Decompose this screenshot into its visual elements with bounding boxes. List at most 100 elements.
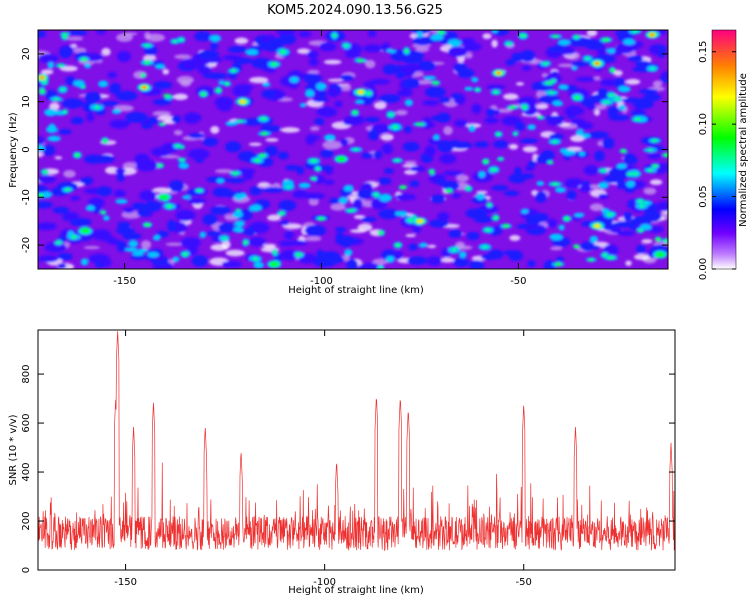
- colorbar-tick-label: 0.15: [698, 41, 709, 63]
- heatmap-blob: [232, 85, 251, 97]
- heatmap-blob: [183, 112, 201, 124]
- heatmap-blob: [330, 34, 339, 37]
- heatmap-blob: [558, 84, 569, 90]
- heatmap-blob: [316, 249, 325, 260]
- heatmap-gap: [38, 151, 44, 158]
- snr-ytick-label: 400: [21, 462, 32, 481]
- heatmap-gap: [404, 160, 417, 165]
- heatmap-gap: [210, 125, 220, 134]
- heatmap-blob: [38, 89, 46, 94]
- heatmap-blob: [663, 152, 668, 158]
- heatmap-blob: [144, 200, 162, 212]
- heatmap-blob: [602, 37, 610, 43]
- heatmap-blob: [632, 30, 638, 34]
- heatmap-blob: [339, 74, 354, 81]
- heatmap-blob: [318, 216, 325, 221]
- heatmap-blob: [373, 150, 383, 160]
- heatmap-blob: [237, 150, 256, 162]
- heatmap-blob: [80, 258, 89, 266]
- heatmap-blob: [395, 193, 417, 201]
- heatmap-gap: [643, 187, 657, 195]
- heatmap-blob: [618, 104, 626, 111]
- heatmap-blob: [95, 154, 115, 164]
- heatmap-blob: [636, 229, 645, 232]
- heatmap-blob: [116, 226, 135, 235]
- heatmap-blob: [311, 176, 316, 181]
- heatmap-blob: [623, 211, 633, 222]
- heatmap-blob: [550, 70, 559, 77]
- heatmap-blob: [182, 252, 188, 257]
- heatmap-blob: [74, 152, 81, 158]
- heatmap-gap: [372, 258, 389, 265]
- heatmap-blob: [422, 116, 432, 128]
- heatmap-blob: [426, 255, 442, 266]
- heatmap-blob: [197, 65, 212, 74]
- heatmap-blob: [555, 187, 566, 193]
- heatmap-blob: [98, 80, 109, 88]
- heatmap-blob: [626, 172, 634, 176]
- heatmap-hotspot: [159, 194, 169, 201]
- heatmap-blob: [57, 252, 73, 261]
- heatmap-gap: [263, 243, 277, 249]
- heatmap-blob: [497, 157, 504, 161]
- heatmap-blob: [278, 240, 297, 247]
- heatmap-blob: [292, 190, 309, 199]
- heatmap-gap: [152, 110, 172, 117]
- heatmap-blob: [197, 50, 220, 60]
- heatmap-blob: [276, 30, 297, 36]
- heatmap-blob: [608, 68, 617, 73]
- heatmap-blob: [151, 147, 172, 157]
- heatmap-hotspot: [40, 76, 44, 80]
- heatmap-blob: [234, 220, 245, 227]
- heatmap-blob: [363, 44, 383, 53]
- heatmap-blob: [503, 223, 510, 229]
- heatmap-blob: [282, 179, 294, 187]
- heatmap-blob: [82, 176, 93, 186]
- heatmap-blob: [559, 148, 569, 154]
- heatmap-blob: [459, 251, 467, 259]
- heatmap-blob: [447, 39, 462, 47]
- heatmap-gap: [142, 55, 157, 61]
- heatmap-xlabel: Height of straight line (km): [288, 285, 424, 296]
- heatmap-blob: [132, 202, 147, 210]
- heatmap-blob: [154, 64, 166, 70]
- heatmap-blob: [137, 209, 150, 217]
- heatmap-blob: [579, 184, 592, 193]
- heatmap-blob: [527, 260, 536, 268]
- heatmap-gap: [214, 169, 234, 174]
- heatmap-gap: [515, 82, 525, 86]
- heatmap-blob: [430, 33, 444, 41]
- heatmap-blob: [403, 48, 410, 53]
- heatmap-blob: [377, 230, 385, 235]
- heatmap-blob: [378, 177, 392, 185]
- heatmap-gap: [225, 249, 245, 257]
- heatmap-blob: [209, 34, 222, 43]
- snr-ylabel: SNR (10 * v/v): [8, 414, 19, 485]
- heatmap-blob: [140, 73, 146, 78]
- heatmap-blob: [232, 171, 239, 176]
- heatmap-blob: [486, 107, 496, 118]
- heatmap-blob: [496, 132, 501, 136]
- heatmap-blob: [224, 81, 230, 86]
- heatmap-blob: [387, 113, 395, 116]
- heatmap-blob: [324, 134, 336, 142]
- heatmap-blob: [345, 52, 361, 59]
- heatmap-blob: [202, 137, 219, 147]
- heatmap-blob: [278, 32, 297, 45]
- heatmap-blob: [344, 249, 353, 257]
- heatmap-blob: [474, 215, 493, 224]
- heatmap-blob: [566, 190, 577, 201]
- heatmap-blob: [172, 256, 180, 263]
- heatmap-blob: [285, 164, 299, 171]
- heatmap-blob: [647, 152, 662, 160]
- heatmap-blob: [610, 227, 623, 234]
- heatmap-xtick-label: -150: [113, 276, 136, 287]
- heatmap-blob: [378, 94, 401, 104]
- heatmap-blob: [157, 163, 164, 168]
- heatmap-blob: [343, 184, 354, 192]
- heatmap-gap: [482, 33, 492, 40]
- heatmap-blob: [56, 263, 67, 269]
- heatmap-blob: [378, 208, 400, 220]
- heatmap-blob: [58, 63, 63, 68]
